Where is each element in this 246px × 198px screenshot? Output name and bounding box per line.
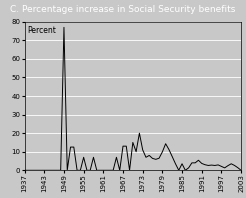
Text: Percent: Percent	[27, 26, 56, 35]
Text: C. Percentage increase in Social Security benefits: C. Percentage increase in Social Securit…	[10, 5, 236, 14]
